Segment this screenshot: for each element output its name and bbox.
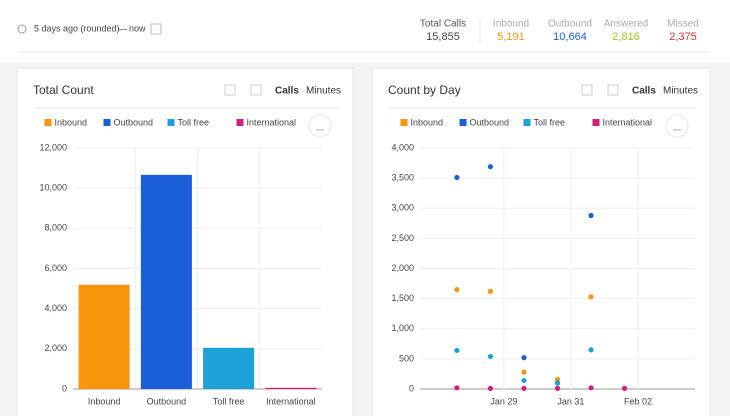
range-sep: — [118, 23, 127, 33]
y-tick-label: 0 [409, 383, 414, 393]
stat-value: 2,375 [669, 31, 697, 43]
y-tick-label: 3,000 [391, 203, 414, 213]
panel [371, 67, 711, 416]
calendar-icon[interactable] [150, 23, 162, 35]
scatter-point[interactable] [554, 376, 561, 382]
scatter-point[interactable] [554, 385, 561, 391]
scatter-point[interactable] [487, 164, 494, 170]
range-start[interactable]: 5 days ago (rounded) [34, 23, 120, 33]
stat-value: 15,855 [426, 31, 460, 43]
x-tick-label: Toll free [213, 396, 245, 406]
export-icon[interactable] [250, 84, 262, 96]
refresh-icon[interactable] [17, 24, 27, 34]
scatter-point[interactable] [621, 385, 628, 391]
y-tick-label: 1,500 [391, 293, 414, 303]
panel-title: Count by Day [388, 83, 461, 97]
stat-value: 2,816 [612, 31, 640, 43]
scatter-point[interactable] [521, 369, 527, 375]
y-tick-label: 2,000 [44, 343, 67, 353]
stat-label: Answered [604, 19, 648, 30]
y-tick-label: 4,000 [391, 142, 414, 152]
scatter-point[interactable] [588, 212, 594, 219]
y-tick-label: 12,000 [39, 142, 67, 152]
legend-swatch[interactable] [523, 119, 531, 126]
y-tick-label: 10,000 [39, 183, 67, 193]
panel-title: Total Count [33, 83, 94, 97]
legend-swatch[interactable] [592, 119, 600, 126]
legend-swatch[interactable] [44, 119, 52, 126]
legend-swatch[interactable] [459, 119, 467, 126]
chart-type-icon[interactable] [224, 84, 236, 96]
x-tick-label: Feb 02 [624, 396, 652, 406]
control[interactable]: Minutes [306, 86, 341, 97]
x-tick-label: Jan 31 [557, 396, 584, 406]
range-end[interactable]: now [129, 23, 146, 33]
stat-label: Missed [667, 19, 699, 30]
y-tick-label: 500 [399, 353, 414, 363]
bar[interactable] [265, 387, 317, 389]
legend-label[interactable]: Outbound [114, 117, 154, 127]
y-tick-label: 3,500 [391, 173, 414, 183]
bar[interactable] [203, 347, 255, 389]
x-tick-label: International [266, 396, 316, 406]
y-tick-label: 4,000 [44, 303, 67, 313]
scatter-point[interactable] [588, 347, 594, 353]
y-tick-label: 8,000 [44, 223, 67, 233]
scatter-point[interactable] [487, 288, 494, 294]
stat-value: 5,191 [497, 31, 525, 43]
legend-swatch[interactable] [103, 119, 111, 126]
x-tick-label: Jan 29 [490, 396, 517, 406]
stat-label: Outbound [548, 19, 592, 30]
legend-label[interactable]: Inbound [55, 117, 88, 127]
scatter-point[interactable] [554, 380, 561, 386]
stat-label: Inbound [493, 19, 529, 30]
y-tick-label: 6,000 [44, 263, 67, 273]
x-tick-label: Outbound [147, 396, 187, 406]
download-button[interactable] [665, 114, 689, 138]
legend-swatch[interactable] [400, 119, 408, 126]
legend-label[interactable]: International [247, 117, 297, 127]
chart-type-icon[interactable] [581, 84, 593, 96]
legend-label[interactable]: Inbound [411, 117, 444, 127]
y-tick-label: 0 [62, 383, 67, 393]
control[interactable]: Calls [632, 86, 656, 97]
scatter-point[interactable] [588, 385, 594, 391]
legend-label[interactable]: Toll free [178, 117, 210, 127]
scatter-point[interactable] [521, 385, 527, 391]
control[interactable]: Minutes [663, 86, 698, 97]
scatter-point[interactable] [454, 174, 460, 181]
x-tick-label: Inbound [88, 396, 121, 406]
bar[interactable] [78, 284, 130, 389]
control[interactable]: Calls [275, 86, 299, 97]
scatter-point[interactable] [521, 377, 527, 384]
legend-label[interactable]: Outbound [470, 117, 510, 127]
legend-label[interactable]: Toll free [534, 117, 566, 127]
legend-swatch[interactable] [236, 119, 244, 126]
legend-label[interactable]: International [603, 117, 653, 127]
scatter-point[interactable] [454, 347, 460, 354]
bar[interactable] [140, 174, 192, 389]
stat-label: Total Calls [420, 19, 466, 30]
scatter-point[interactable] [487, 385, 494, 391]
scatter-point[interactable] [487, 353, 494, 360]
y-tick-label: 2,500 [391, 233, 414, 243]
scatter-point[interactable] [588, 294, 594, 300]
scatter-point[interactable] [454, 286, 460, 293]
download-button[interactable] [308, 114, 332, 138]
scatter-point[interactable] [521, 355, 527, 361]
stat-value: 10,664 [553, 31, 587, 43]
legend-swatch[interactable] [167, 119, 175, 126]
export-icon[interactable] [607, 84, 619, 96]
y-tick-label: 1,000 [391, 323, 414, 333]
scatter-point[interactable] [454, 385, 460, 391]
y-tick-label: 2,000 [391, 263, 414, 273]
